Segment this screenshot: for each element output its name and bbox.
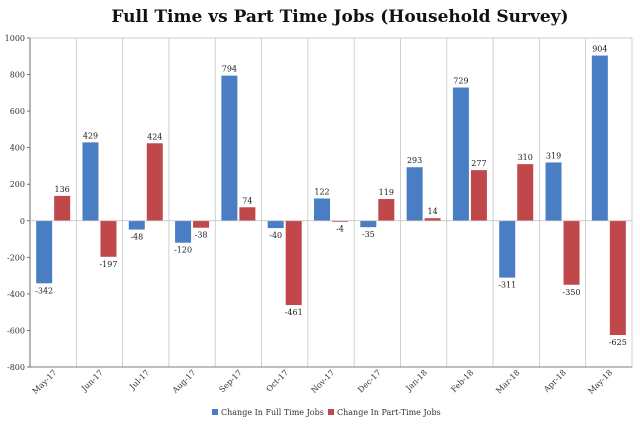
bar: [563, 220, 580, 285]
data-label: 119: [379, 188, 394, 197]
bar: [146, 143, 163, 221]
bar: [267, 220, 284, 229]
y-tick-label: 400: [10, 144, 25, 153]
x-tick-label: Sep-17: [217, 368, 243, 394]
legend-swatch: [328, 409, 334, 415]
data-label: 74: [242, 196, 252, 205]
data-label: -48: [130, 233, 143, 242]
bar: [424, 218, 441, 221]
bar: [378, 199, 395, 221]
bar: [499, 220, 516, 278]
x-tick-label: Aug-17: [170, 368, 198, 396]
bar: [545, 162, 562, 221]
y-tick-label: 1000: [5, 34, 25, 43]
legend-label: Change In Part-Time Jobs: [337, 408, 441, 417]
data-label: -625: [609, 338, 627, 347]
y-tick-label: 0: [20, 217, 25, 226]
data-label: 122: [314, 187, 329, 196]
bar: [452, 87, 469, 221]
x-tick-label: Feb-18: [449, 368, 475, 394]
bar: [314, 198, 330, 221]
bar: [221, 75, 238, 221]
labels-layer: -342 429 -48 -120 794 -40 122 -35 293 729 -311 319 9…: [35, 45, 627, 347]
data-label: -311: [498, 281, 516, 290]
grid-layer: [29, 38, 633, 367]
x-tick-label: Mar-18: [494, 368, 521, 395]
bar: [285, 220, 302, 306]
chart-title: Full Time vs Part Time Jobs (Household S…: [111, 7, 568, 27]
data-label: 136: [55, 185, 70, 194]
bar: [239, 207, 256, 221]
bar: [332, 220, 348, 222]
data-label: 277: [471, 159, 486, 168]
legend-label: Change In Full Time Jobs: [221, 408, 324, 417]
y-tick-label: 600: [10, 107, 25, 116]
x-tick-label: Jul-17: [127, 368, 151, 392]
data-label: -197: [99, 260, 117, 269]
data-label: -40: [269, 231, 282, 240]
data-label: -4: [336, 225, 344, 234]
y-tick-label: -600: [7, 326, 25, 335]
y-tick-label: -400: [7, 290, 25, 299]
data-label: 319: [546, 151, 561, 160]
bar: [36, 220, 53, 284]
y-tick-label: 200: [10, 180, 25, 189]
y-tick-label: -800: [7, 363, 25, 372]
bar: [128, 220, 145, 230]
x-tick-label: Nov-17: [309, 368, 336, 395]
legend-swatch: [212, 409, 218, 415]
bar: [193, 220, 210, 228]
x-tick-label: May-18: [586, 368, 614, 396]
data-label: 429: [83, 131, 98, 140]
bar: [54, 195, 71, 221]
data-label: 310: [518, 153, 533, 162]
x-tick-label: Dec-17: [356, 368, 383, 395]
bar: [517, 164, 534, 221]
bar: [591, 55, 608, 221]
x-tick-label: Jan-18: [404, 368, 429, 393]
bar: [406, 167, 423, 221]
bar: [360, 220, 377, 228]
data-label: -350: [563, 288, 581, 297]
bar: [100, 220, 117, 257]
legend: Change In Full Time Jobs Change In Part-T…: [212, 408, 441, 417]
x-tick-label: Jun-17: [79, 368, 105, 394]
bar: [82, 142, 99, 221]
data-label: -342: [35, 286, 53, 295]
bar: [175, 220, 192, 243]
data-label: 293: [407, 156, 422, 165]
data-label: 729: [453, 77, 468, 86]
data-label: 14: [428, 207, 438, 216]
bars-layer: [36, 55, 626, 336]
bar: [470, 170, 487, 221]
data-label: 794: [222, 65, 237, 74]
x-tick-label: Oct-17: [265, 368, 291, 394]
data-label: -461: [285, 308, 303, 317]
y-tick-label: -200: [7, 253, 25, 262]
data-label: 424: [147, 132, 162, 141]
data-label: -120: [174, 246, 192, 255]
bar: [609, 220, 626, 336]
data-label: -38: [195, 231, 208, 240]
x-tick-label: May-17: [31, 368, 59, 396]
data-label: 904: [592, 45, 607, 54]
x-tick-label: Apr-18: [541, 368, 568, 395]
y-tick-label: 800: [10, 71, 25, 80]
data-label: -35: [362, 230, 375, 239]
